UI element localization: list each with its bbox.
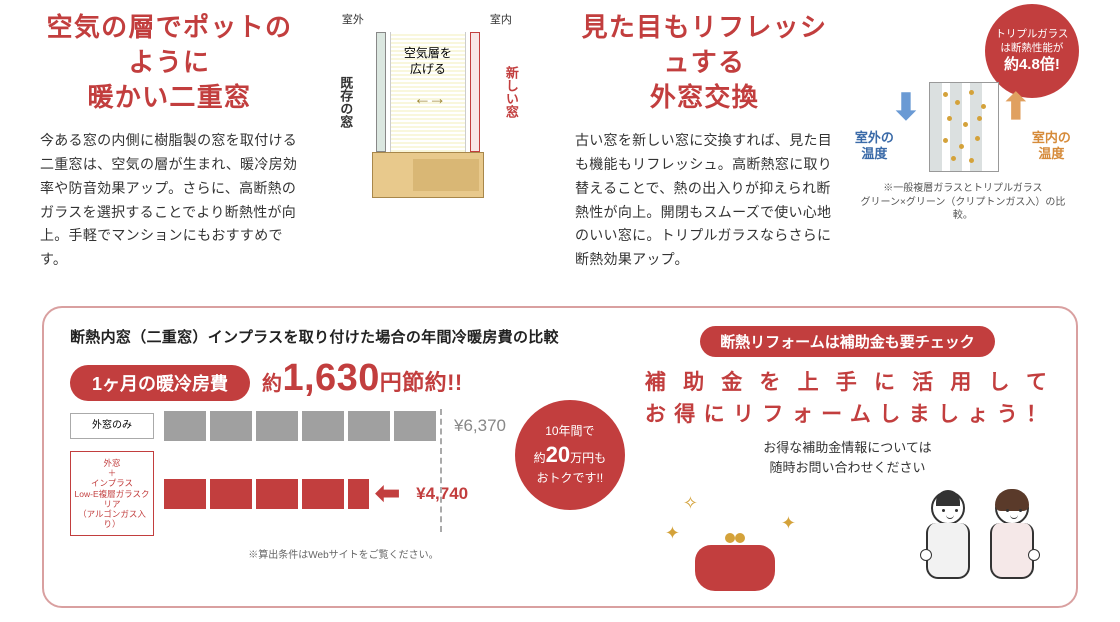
new-glass [470,32,480,152]
cost-comparison: 断熱内窓（二重窓）インプラスを取り付けた場合の年間冷暖房費の比較 1ヶ月の暖冷房… [70,326,617,596]
left-title: 空気の層でポットのように 暖かい二重窓 [40,10,299,115]
badge-line: トリプルガラス [995,28,1068,40]
title-line: 暖かい二重窓 [88,82,252,112]
person-man-icon [918,491,978,591]
badge-line: は断熱性能が [1000,42,1063,54]
subsidy-body: お得な補助金情報については 随時お問い合わせください [645,438,1050,477]
right-text: 見た目もリフレッシュする 外窓交換 古い窓を新しい窓に交換すれば、見た目も機能も… [575,10,834,272]
inside-temp-label: 室内の 温度 [1032,130,1071,163]
arrow-inside-icon: ⬆ [1001,86,1031,128]
badge-value: 約4.8倍! [1004,56,1060,73]
circle-pre: 約 [534,451,546,465]
comparison-box: 断熱内窓（二重窓）インプラスを取り付けた場合の年間冷暖房費の比較 1ヶ月の暖冷房… [42,306,1078,608]
left-text: 空気の層でポットのように 暖かい二重窓 今ある窓の内側に樹脂製の窓を取付ける二重… [40,10,299,272]
subsidy-head-l2: お得にリフォームしましょう！ [645,403,1050,426]
label-new-window: 新しい窓 [504,66,518,118]
gas-dots [941,88,987,166]
illustration: ✦ ✧ ✦ [645,483,1050,591]
arrow-left-icon: ⬅ [375,476,400,511]
comparison-note: ※一般複層ガラスとトリプルガラス グリーン×グリーン（クリプトンガス入）の比較。 [853,182,1073,223]
bar2-value: ¥4,740 [416,484,468,504]
circle-line1: 10年間で [545,424,594,438]
arrow-outside-icon: ⬇ [891,86,921,128]
window-sill [372,152,484,198]
saving-suffix: 円節約!! [380,370,463,395]
double-window-diagram: 室外 室内 既存の窓 新しい窓 空気層を 広げる ← → [338,10,518,210]
label-old-window: 既存の窓 [338,76,352,128]
top-section: 空気の層でポットのように 暖かい二重窓 今ある窓の内側に樹脂製の窓を取付ける二重… [0,0,1120,272]
title-line: 空気の層でポットのように [47,12,293,77]
bar2-label: 外窓 ＋ インプラス Low-E複層ガラスクリア （アルゴンガス入り） [70,451,154,536]
saving-row: 1ヶ月の暖冷房費 約1,630円節約!! [70,357,617,401]
subsidy-head-l1: 補助金を上手に活用して [645,371,1050,394]
bar2-segments [164,479,369,509]
left-column: 空気の層でポットのように 暖かい二重窓 今ある窓の内側に樹脂製の窓を取付ける二重… [40,10,545,272]
air-layer-label: 空気層を 広げる [404,46,452,77]
sparkle-icon: ✦ [781,513,796,534]
person-woman-icon [982,491,1042,591]
label-inside: 室内 [490,14,512,26]
left-body: 今ある窓の内側に樹脂製の窓を取付ける二重窓は、空気の層が生まれ、暖冷房効率や防音… [40,129,299,272]
subsidy-pill: 断熱リフォームは補助金も要チェック [700,326,995,357]
ten-year-badge: 10年間で 約20万円も おトクです!! [515,400,625,510]
subsidy-headline: 補助金を上手に活用して お得にリフォームしましょう！ [645,367,1050,430]
monthly-cost-pill: 1ヶ月の暖冷房費 [70,365,250,401]
performance-badge: トリプルガラス は断熱性能が 約4.8倍! [985,4,1079,98]
saving-number: 1,630 [282,357,379,399]
expand-arrow: ← → [413,88,442,109]
right-body: 古い窓を新しい窓に交換すれば、見た目も機能もリフレッシュ。高断熱窓に取り替えるこ… [575,129,834,272]
right-diagram: トリプルガラス は断熱性能が 約4.8倍! ⬇ ⬆ 室外の 温度 室内の 温度 … [846,10,1080,272]
left-diagram: 室外 室内 既存の窓 新しい窓 空気層を 広げる ← → [311,10,545,272]
subsidy-info: 断熱リフォームは補助金も要チェック 補助金を上手に活用して お得にリフォームしま… [645,326,1050,596]
triple-glass-diagram: トリプルガラス は断熱性能が 約4.8倍! ⬇ ⬆ 室外の 温度 室内の 温度 … [853,10,1073,230]
bar1-segments [164,411,436,441]
calc-note: ※算出条件はWebサイトをご覧ください。 [70,546,617,561]
dashed-line [440,409,442,532]
sparkle-icon: ✦ [665,523,680,544]
comparison-title: 断熱内窓（二重窓）インプラスを取り付けた場合の年間冷暖房費の比較 [70,326,617,347]
right-title: 見た目もリフレッシュする 外窓交換 [575,10,834,115]
circle-post: も [594,451,606,465]
old-glass [376,32,386,152]
circle-unit: 万円 [570,451,594,465]
sparkle-icon: ✧ [683,493,698,514]
bar1-value: ¥6,370 [454,416,506,436]
circle-line3: おトクです!! [537,471,604,485]
label-outside: 室外 [342,14,364,26]
coin-purse-icon [695,531,775,591]
right-column: 見た目もリフレッシュする 外窓交換 古い窓を新しい窓に交換すれば、見た目も機能も… [575,10,1080,272]
circle-num: 20 [546,442,570,467]
title-line: 見た目もリフレッシュする [582,12,828,77]
saving-prefix: 約 [262,373,282,395]
bar1-label: 外窓のみ [70,413,154,439]
saving-amount: 約1,630円節約!! [262,357,463,400]
title-line: 外窓交換 [650,82,759,112]
outside-temp-label: 室外の 温度 [855,130,894,163]
